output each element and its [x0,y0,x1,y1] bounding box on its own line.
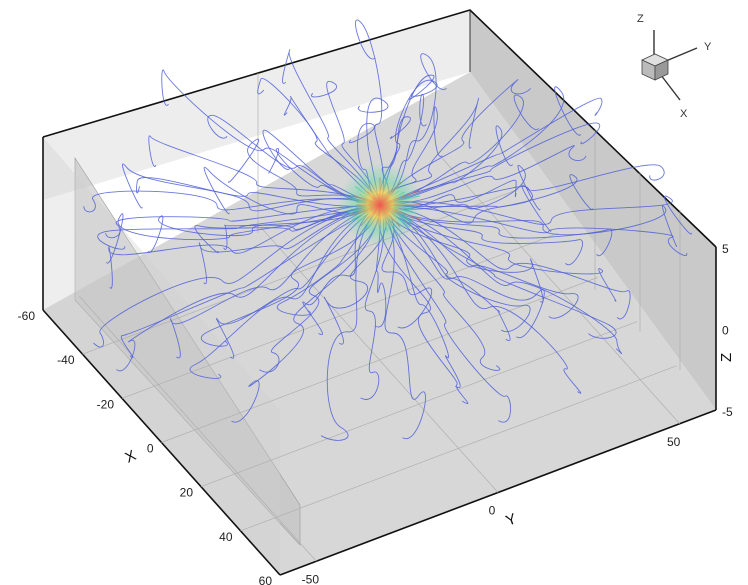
streamline [379,204,617,302]
streamline [379,122,600,206]
streamline [379,174,594,211]
streamline [257,78,381,206]
streamline [203,167,381,215]
streamline [379,204,545,339]
streamline [170,204,381,359]
streamline [310,81,381,206]
streamline [198,204,381,285]
streamline [379,164,665,207]
x-tick-label: -20 [97,397,115,411]
streamline [283,95,381,206]
x-tick-label: -40 [57,353,75,367]
floor-face [43,72,716,575]
triad-x-label: X [680,108,688,120]
triad-y-label: Y [704,41,712,53]
streamline [228,138,381,206]
streamline [379,204,531,333]
streamline [379,74,435,206]
y-tick-label: -50 [302,572,320,585]
streamline [116,204,381,372]
streamline [148,135,381,206]
streamline [97,204,381,250]
streamline [147,204,381,253]
streamline [379,79,438,206]
streamline [282,49,381,206]
streamline [379,204,426,440]
streamline [379,165,541,211]
streamline [201,204,381,347]
streamline [379,94,540,206]
streamline [378,204,469,404]
streamline [379,204,623,355]
z-tick-label: 5 [722,242,729,256]
streamline [355,19,385,206]
grid-line-y [442,158,680,424]
z-tick-labels: -5 0 5 [722,242,733,419]
streamline [379,97,603,206]
streamline [120,204,381,359]
z-tick-label: -5 [722,405,733,419]
x-tick-label: 40 [219,530,233,544]
streamline [108,204,381,289]
streamline [379,204,584,266]
left-face [43,137,280,575]
streamline [379,204,617,339]
streamline [161,69,381,206]
streamline [93,204,381,348]
x-tick-label: 60 [259,574,273,585]
streamline [105,204,381,239]
grid-line-y [79,296,317,562]
z-tick-label: 0 [722,324,729,338]
streamline [379,125,513,206]
streamline [189,204,381,379]
x-tick-label: 0 [147,442,154,456]
triad-z-label: Z [637,13,644,25]
streamline [357,97,389,206]
y-tick-labels: -50 0 50 [302,435,681,585]
streamline [379,204,579,319]
streamline [379,185,552,232]
bounding-box [42,9,717,576]
vortex-core [338,163,422,247]
x-axis-title: X [123,447,139,467]
streamline [379,204,461,389]
streamline [83,190,381,213]
streamline [360,204,385,400]
streamline [231,204,381,423]
streamline [259,204,381,373]
streamline [379,86,582,206]
streamline [374,204,387,328]
streamline [216,204,381,359]
streamline [379,53,447,206]
streamline [302,204,381,336]
streamline [379,204,687,256]
triad-cube-right [654,59,669,81]
y-tick-label: 50 [667,435,681,449]
streamline [379,204,511,423]
back-wall-right [470,10,716,410]
x-tick-label: 20 [180,486,194,500]
streamline [379,79,531,206]
streamline [379,204,631,320]
streamline [379,204,613,257]
x-tick-label: -60 [18,309,36,323]
grid-line-y [260,227,499,493]
orientation-triad: Z Y X [637,13,712,120]
x-tick-labels: -60 -40 -20 0 20 40 60 [18,309,273,585]
y-axis-title: Y [504,510,519,529]
streamline [379,204,581,394]
y-tick-label: 0 [489,504,496,518]
streamline [379,204,511,342]
streamline [136,177,381,207]
streamline [379,204,544,303]
streamline [320,204,381,441]
z-axis-title: Z [718,353,735,362]
streamline [323,204,387,345]
streamline [379,204,500,371]
streamline [379,204,677,247]
streamline [276,204,381,316]
grid-lines [79,73,681,562]
